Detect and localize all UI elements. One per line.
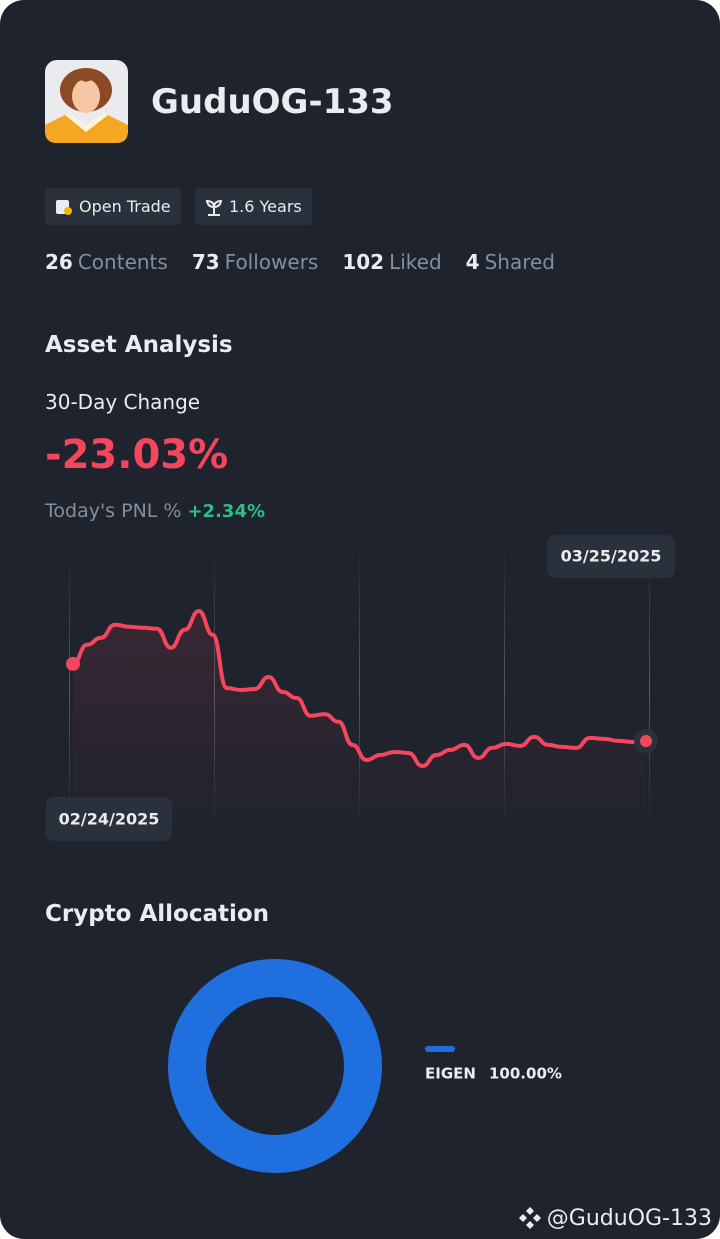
section-title: Asset Analysis (45, 332, 233, 358)
handle: @GuduOG-133 (546, 1205, 712, 1231)
pnl-chart: 03/25/2025 02/24/2025 (46, 535, 675, 841)
legend-swatch (425, 1046, 455, 1052)
stat-count: 4 (465, 250, 480, 274)
avatar (45, 60, 128, 143)
stat-count: 26 (45, 250, 73, 274)
tooltip (46, 797, 172, 841)
logo (518, 1207, 541, 1229)
badge-text: Open Trade (79, 197, 171, 216)
stat: 102 Liked (342, 250, 441, 274)
badge: Open Trade (45, 188, 181, 225)
stat: 26 Contents (45, 250, 168, 274)
start-point (66, 656, 80, 671)
stat-count: 102 (342, 250, 385, 274)
stats: 26 Contents 73 Followers 102 Liked 4 Shared (45, 250, 555, 274)
user-name: GuduOG-133 (151, 82, 394, 122)
allocation-chart: EIGEN 100.00% (168, 959, 562, 1173)
watermark: @GuduOG-133 (517, 1205, 712, 1231)
pnl: Today's PNL % +2.34% (45, 500, 265, 522)
stat: 73 Followers (192, 250, 319, 274)
stat-label: Followers (224, 250, 319, 274)
pnl-label: Today's PNL % (45, 500, 182, 522)
pnl-line (72, 609, 647, 768)
legend-value: 100.00% (489, 1065, 562, 1083)
stat: 4 Shared (466, 250, 555, 274)
area (73, 611, 646, 830)
tooltip (547, 535, 675, 578)
stat-label: Liked (389, 250, 442, 274)
end-date: 03/25/2025 (561, 547, 662, 566)
badge-icon (205, 199, 223, 216)
badge-text: 1.6 Years (229, 197, 302, 216)
start-date: 02/24/2025 (59, 810, 160, 829)
section-title: Crypto Allocation (45, 901, 270, 927)
stat-label: Shared (484, 250, 556, 274)
badge-icon (56, 199, 72, 215)
badge: 1.6 Years (195, 188, 312, 225)
change-label: 30-Day Change (45, 390, 201, 414)
end-point (640, 734, 652, 747)
stat-count: 73 (191, 250, 220, 274)
change-value: -23.03% (45, 432, 229, 478)
legend-label: EIGEN (425, 1065, 476, 1083)
stat-label: Contents (77, 250, 168, 274)
pnl-value: +2.34% (187, 501, 265, 522)
line-group (66, 609, 658, 830)
donut-segment (168, 959, 382, 1173)
